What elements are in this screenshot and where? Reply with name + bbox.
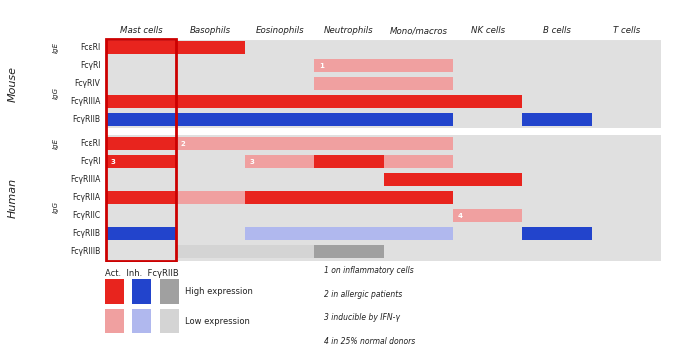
Text: 1: 1 (319, 63, 324, 69)
Text: Act.  Inh.  FcγRIIB: Act. Inh. FcγRIIB (105, 269, 178, 278)
Bar (314, 155, 384, 169)
Bar (314, 113, 453, 126)
Bar (106, 95, 523, 108)
Bar (176, 191, 245, 205)
Text: Neutrophils: Neutrophils (324, 26, 374, 35)
Text: High expression: High expression (185, 287, 252, 296)
Bar (245, 191, 453, 205)
Text: 2 in allergic patients: 2 in allergic patients (324, 290, 403, 299)
Text: 3: 3 (111, 159, 116, 165)
Text: Mono/macros: Mono/macros (389, 26, 448, 35)
Text: FcγRIIB: FcγRIIB (72, 229, 101, 238)
Text: Human: Human (7, 178, 18, 218)
Bar (106, 39, 176, 261)
Text: FcγRIIIB: FcγRIIIB (70, 247, 101, 257)
Bar (453, 209, 523, 222)
Text: IgE: IgE (53, 42, 59, 53)
Text: 1 on inflammatory cells: 1 on inflammatory cells (324, 266, 414, 275)
Text: 3 inducible by IFN-γ: 3 inducible by IFN-γ (324, 313, 400, 322)
Bar (106, 228, 176, 240)
Bar (523, 113, 592, 126)
Text: Basophils: Basophils (190, 26, 231, 35)
Text: FcεRI: FcεRI (80, 140, 101, 148)
Text: 3: 3 (249, 159, 255, 165)
Text: FcγRIV: FcγRIV (75, 79, 101, 88)
Text: FcγRIIIA: FcγRIIIA (70, 97, 101, 106)
Text: 4 in 25% normal donors: 4 in 25% normal donors (324, 337, 416, 346)
Text: B cells: B cells (543, 26, 571, 35)
Bar (160, 279, 179, 304)
Bar (176, 245, 314, 258)
Text: FcγRI: FcγRI (80, 157, 101, 166)
Bar (132, 309, 151, 333)
Bar (106, 135, 661, 261)
Text: FcγRIIC: FcγRIIC (72, 211, 101, 220)
Bar (245, 228, 453, 240)
Bar (160, 309, 179, 333)
Bar (314, 245, 384, 258)
Text: FcγRIIIA: FcγRIIIA (70, 176, 101, 184)
Bar (106, 39, 661, 129)
Bar (384, 155, 453, 169)
Text: FcγRIIA: FcγRIIA (72, 193, 101, 202)
Bar (106, 155, 176, 169)
Text: 4: 4 (458, 213, 463, 219)
Text: IgE: IgE (53, 139, 59, 149)
Bar (523, 228, 592, 240)
Bar (106, 138, 176, 150)
Text: IgG: IgG (53, 87, 59, 99)
Text: Mast cells: Mast cells (120, 26, 162, 35)
Bar (384, 173, 523, 186)
Bar (105, 279, 124, 304)
Bar (105, 309, 124, 333)
Bar (106, 113, 314, 126)
Text: Low expression: Low expression (185, 317, 249, 326)
Bar (245, 155, 314, 169)
Text: FcγRI: FcγRI (80, 61, 101, 70)
Bar (176, 138, 453, 150)
Text: FcεRI: FcεRI (80, 43, 101, 52)
Bar (106, 41, 245, 54)
Bar (106, 128, 661, 135)
Text: Mouse: Mouse (7, 66, 18, 102)
Text: T cells: T cells (612, 26, 640, 35)
Text: IgG: IgG (53, 201, 59, 213)
Bar (314, 59, 453, 72)
Text: FcγRIIB: FcγRIIB (72, 115, 101, 124)
Text: 2: 2 (180, 141, 185, 147)
Text: Eosinophils: Eosinophils (256, 26, 304, 35)
Bar (314, 77, 453, 90)
Bar (132, 279, 151, 304)
Text: NK cells: NK cells (470, 26, 505, 35)
Bar (106, 191, 176, 205)
